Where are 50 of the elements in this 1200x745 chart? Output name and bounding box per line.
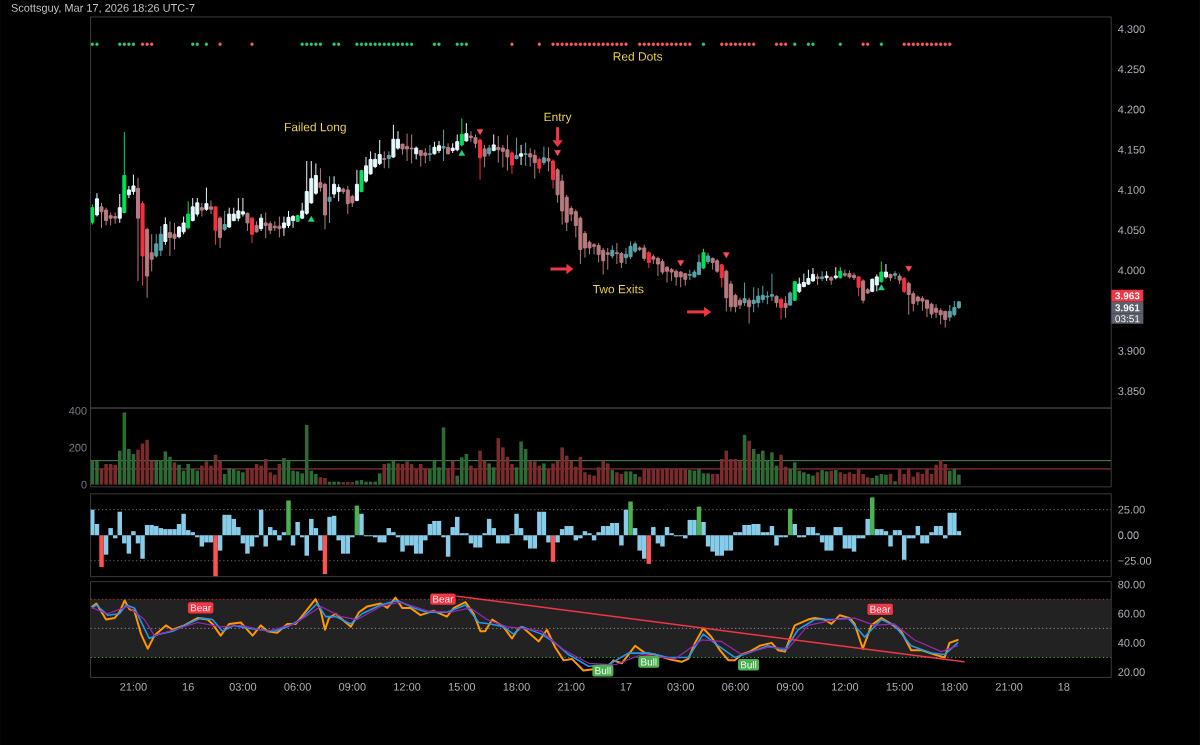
x-tick-label: 16	[182, 682, 194, 691]
x-tick-label: 21:00	[120, 682, 147, 691]
y-tick-label: 20.00	[1118, 668, 1145, 676]
x-tick-label: 18:00	[503, 682, 530, 691]
chart-title: Scottsguy, Mar 17, 2026 18:26 UTC-7	[11, 3, 195, 14]
annotation: Bull	[641, 658, 657, 666]
y-tick-label: 60.00	[1118, 609, 1145, 618]
y-tick-label: 4.050	[1117, 226, 1145, 234]
x-tick-label: 17	[620, 682, 632, 691]
y-tick-label: 4.150	[1117, 145, 1145, 154]
y-tick-label: 4.250	[1117, 65, 1145, 74]
x-tick-label: 09:00	[776, 682, 804, 691]
text: 03:51	[1115, 315, 1140, 323]
x-tick-label: 21:00	[995, 682, 1023, 691]
y-tick-label: 25.00	[1118, 505, 1145, 514]
x-tick-label: 09:00	[339, 682, 366, 691]
x-tick-label: 12:00	[832, 682, 859, 691]
annotation: Bear	[190, 604, 212, 612]
x-tick-label: 06:00	[722, 682, 749, 691]
y-tick-label: 400	[69, 406, 87, 415]
y-tick-label: −25.00	[1118, 556, 1152, 565]
y-tick-label: 200	[69, 443, 87, 452]
annotation: Bear	[433, 595, 454, 603]
y-tick-label: 80.00	[1118, 580, 1145, 589]
y-tick-label: 4.300	[1117, 25, 1145, 33]
x-tick-label: 15:00	[448, 682, 476, 691]
text: 3.963	[1115, 292, 1140, 300]
annotation: Bear	[870, 605, 891, 613]
y-tick-label: 3.900	[1118, 346, 1145, 355]
x-tick-label: 18:00	[941, 682, 968, 691]
x-tick-label: 03:00	[667, 682, 695, 691]
y-tick-label: 0	[81, 480, 87, 489]
x-tick-label: 15:00	[886, 682, 913, 691]
y-tick-label: 4.100	[1117, 185, 1145, 194]
annotation: Two Exits	[592, 284, 644, 294]
y-tick-label: 40.00	[1117, 638, 1145, 647]
x-tick-label: 06:00	[284, 682, 311, 691]
y-tick-label: 4.200	[1117, 105, 1145, 114]
annotation: Entry	[544, 112, 572, 124]
x-tick-label: 03:00	[229, 682, 257, 691]
y-tick-label: 3.850	[1118, 387, 1145, 395]
y-tick-label: 4.000	[1117, 266, 1145, 275]
annotation: Failed Long	[284, 122, 346, 134]
annotation: Bull	[741, 660, 757, 669]
x-tick-label: 21:00	[558, 682, 585, 691]
annotation: Red Dots	[613, 51, 663, 61]
text: 3.961	[1115, 304, 1140, 312]
x-tick-label: 18	[1058, 682, 1070, 691]
y-tick-label: 0.00	[1118, 531, 1139, 540]
x-tick-label: 12:00	[394, 682, 421, 691]
